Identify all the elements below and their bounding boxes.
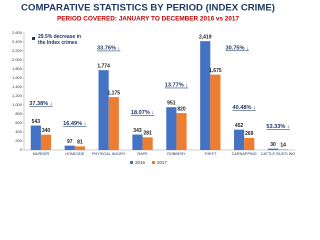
bar [40,134,52,150]
y-tick-label: 200 [15,138,22,143]
annotation: 53.33% ↓ [266,124,290,130]
value-label: 951 [167,101,176,107]
value-label: 1,774 [97,63,110,69]
bar [278,149,289,150]
x-tick-label: RAPE [137,152,148,156]
note: 29.5% decrease in the Index crimes [38,34,82,46]
bar [98,70,109,150]
x-tick-label: ROBBERY [167,152,186,156]
value-label: 269 [245,131,254,137]
bar [132,134,143,150]
value-label: 343 [133,128,142,134]
bar [166,107,177,150]
y-tick-label: 1,800 [12,66,23,71]
y-tick-label: 400 [15,129,22,134]
x-tick-label: MURDER [33,152,50,156]
chart-title: COMPARATIVE STATISTICS BY PERIOD (INDEX … [21,3,275,14]
value-label: 97 [67,139,73,145]
note-box [30,34,88,58]
annotation: 33.76% ↓ [97,46,121,52]
y-tick-label: 1,200 [12,93,23,98]
bar [176,113,187,150]
chart: COMPARATIVE STATISTICS BY PERIOD (INDEX … [12,3,296,165]
value-label: 1,175 [108,90,121,96]
value-label: 81 [77,140,83,146]
value-label: 543 [32,119,41,125]
bar [267,148,279,150]
y-tick-label: 800 [15,111,22,116]
y-tick-label: 1,600 [12,75,23,80]
legend-label: 2016 [135,160,146,165]
y-tick-label: 2,000 [12,57,23,62]
bar [142,137,153,150]
x-tick-label: CARNAPPING [232,152,257,156]
x-tick-label: THEFT [204,152,217,156]
x-tick-label: HOMICIDE [65,152,84,156]
chart-subtitle: PERIOD COVERED: JANUARY TO DECEMBER 2016… [57,16,240,23]
value-label: 281 [143,131,152,137]
y-tick-label: 2,400 [12,39,23,44]
legend-swatch [152,161,155,164]
x-tick-label: CATTLE RUSTLING [261,152,296,156]
y-tick-label: 1,000 [12,102,23,107]
annotation: 16.49% ↓ [63,121,87,127]
bar [108,97,119,150]
value-label: 30 [270,142,276,148]
note-bullet [32,37,35,40]
bar [244,137,255,150]
y-tick-label: 2,200 [12,48,23,53]
bar [200,41,211,150]
y-tick-label: 1,400 [12,84,23,89]
annotation: 13.77% ↓ [165,83,189,89]
annotation: 18.07% ↓ [131,110,155,116]
x-tick-label: PHYSICAL INJURY [92,152,126,156]
value-label: 820 [177,106,186,112]
value-label: 1,675 [209,68,222,74]
bar [64,145,75,150]
bar [30,125,41,150]
annotation: 40.48% ↓ [233,105,257,111]
value-label: 14 [280,143,286,149]
y-tick-label: 0 [20,147,23,152]
y-tick-label: 2,600 [12,30,23,35]
annotation: 37.38% ↓ [29,101,53,107]
bar [234,129,245,150]
legend-label: 2017 [157,160,168,165]
value-label: 2,419 [199,34,212,40]
note-wrap: 29.5% decrease in the Index crimes [38,34,82,46]
bar [210,74,221,150]
legend-swatch [130,161,133,164]
bar [74,146,85,150]
value-label: 452 [235,123,244,129]
y-tick-label: 600 [15,120,22,125]
annotation: 30.75% ↓ [226,45,250,51]
value-label: 340 [42,128,51,134]
